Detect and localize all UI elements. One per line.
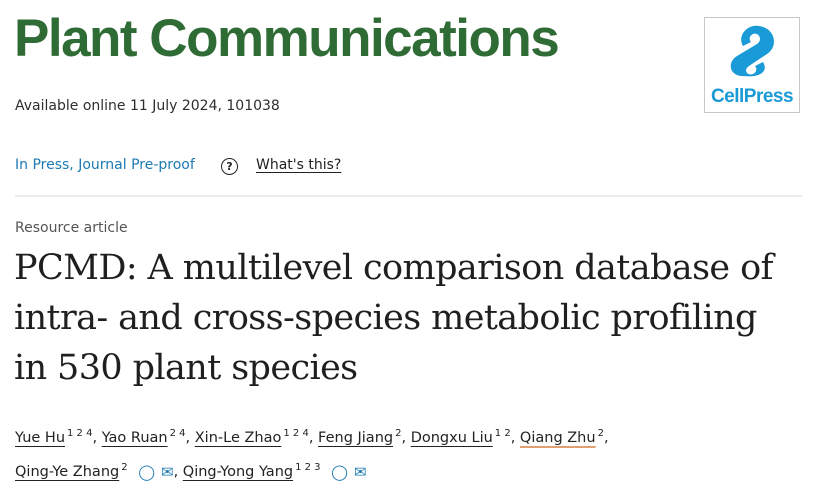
logo-text: CellPress (710, 86, 794, 107)
affiliation: 2 4 (169, 428, 186, 439)
divider (15, 195, 802, 197)
cellpress-logo[interactable]: CellPress (704, 17, 800, 113)
separator: , (401, 429, 407, 446)
affiliation: 1 2 3 (295, 461, 321, 473)
journal-title[interactable]: Plant Communications (14, 9, 560, 68)
whats-this-link[interactable]: What's this? (256, 157, 342, 173)
title-line: intra- and cross-species metabolic profi… (14, 298, 757, 338)
separator: , (308, 429, 314, 446)
affiliation: 2 (395, 428, 402, 439)
author-link[interactable]: Xin-Le Zhao (194, 429, 282, 446)
author-link[interactable]: Feng Jiang (318, 429, 394, 446)
author-list: Yue Hu 1 2 4, Yao Ruan 2 4, Xin-Le Zhao 1 2… (15, 419, 805, 487)
article-status: In Press, Journal Pre-proof (15, 157, 195, 173)
cellpress-mark-icon (730, 25, 774, 77)
affiliation: 1 2 4 (283, 428, 309, 439)
separator: , (185, 429, 191, 446)
email-icon[interactable]: ✉ (161, 462, 174, 481)
author-link[interactable]: Qiang Zhu (519, 429, 596, 446)
author-link[interactable]: Yao Ruan (101, 429, 168, 446)
affiliation: 2 (597, 428, 604, 439)
affiliation: 1 2 (494, 428, 511, 439)
title-line: PCMD: A multilevel comparison database o… (14, 248, 774, 288)
affiliation: 1 2 4 (67, 428, 93, 439)
author-link[interactable]: Qing-Yong Yang (182, 463, 294, 480)
author-link[interactable]: Dongxu Liu (410, 429, 493, 446)
separator: , (603, 429, 609, 446)
author-link[interactable]: Yue Hu (15, 429, 66, 446)
separator: , (173, 463, 179, 480)
question-circle-icon[interactable]: ? (221, 158, 238, 175)
affiliation: 2 (121, 461, 128, 473)
email-icon[interactable]: ✉ (353, 462, 367, 481)
separator: , (510, 429, 516, 446)
title-line: in 530 plant species (14, 348, 358, 388)
separator: , (92, 429, 98, 446)
person-icon[interactable]: ◯ (138, 462, 155, 481)
availability-date: Available online 11 July 2024, 101038 (15, 98, 280, 114)
author-link[interactable]: Qing-Ye Zhang (15, 463, 120, 480)
article-type: Resource article (15, 220, 128, 236)
person-icon[interactable]: ◯ (331, 462, 348, 481)
article-title: PCMD: A multilevel comparison database o… (14, 243, 804, 393)
